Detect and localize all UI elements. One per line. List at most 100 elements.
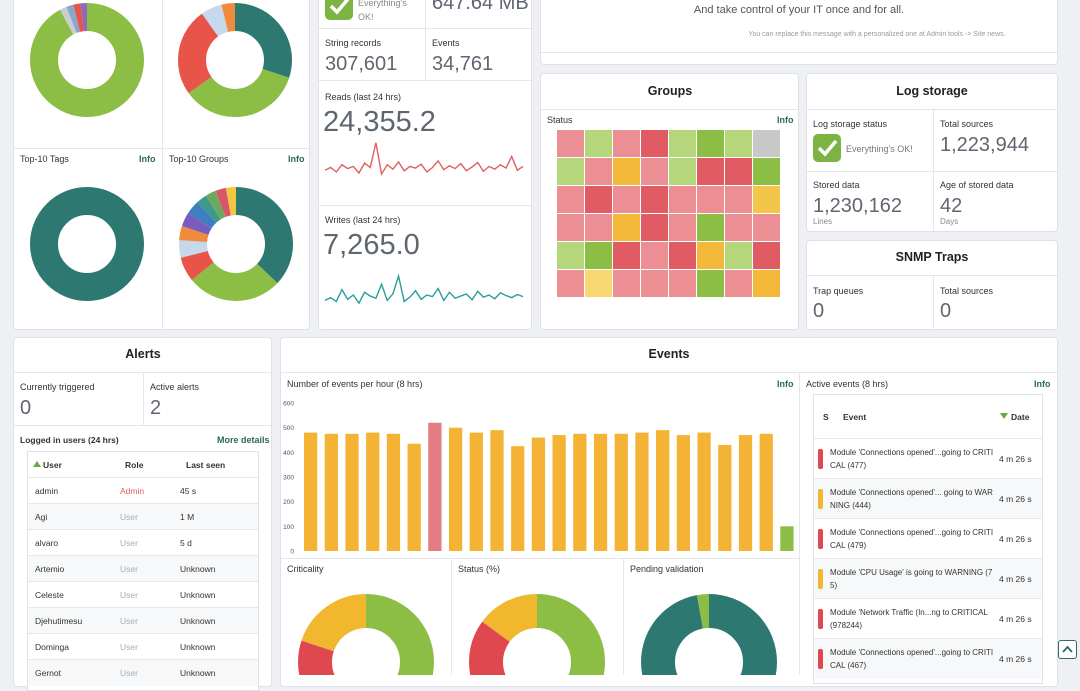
table-row: Module 'Network Traffic (In...ng to CRIT… xyxy=(814,598,1042,639)
user-role: Admin xyxy=(120,486,145,496)
users-table: User Role Last seen admin Admin 45 s Agi User 1 … xyxy=(27,451,259,691)
label: Events xyxy=(432,38,460,48)
table-row: Module 'Connections opened'...going to C… xyxy=(814,638,1042,679)
label: Pending validation xyxy=(630,564,704,574)
divider xyxy=(14,148,309,149)
table-row: Dominga User Unknown xyxy=(28,633,258,660)
severity xyxy=(818,529,823,549)
news-note: You can replace this message with a pers… xyxy=(748,31,1006,38)
user-name: Celeste xyxy=(35,590,64,600)
groups-panel xyxy=(540,73,799,330)
info-link[interactable]: Info xyxy=(288,154,305,164)
info-link[interactable]: Info xyxy=(1034,379,1051,389)
last-seen: 45 s xyxy=(180,486,197,496)
divider xyxy=(14,372,271,373)
user-name: Gernot xyxy=(35,668,61,678)
event-date: 4 m 26 s xyxy=(999,654,1032,664)
kpi-value: 0 xyxy=(940,300,952,322)
divider xyxy=(14,425,271,426)
column-header: S xyxy=(823,412,829,422)
user-role: User xyxy=(120,642,138,652)
user-name: Dominga xyxy=(35,642,70,652)
divider xyxy=(541,52,1057,53)
divider xyxy=(451,558,452,675)
divider xyxy=(933,275,934,329)
kpi-value: 1,230,162 xyxy=(813,195,902,217)
divider xyxy=(425,0,426,80)
label: Log storage status xyxy=(813,119,888,129)
table-row: admin Admin 45 s xyxy=(28,477,258,504)
panel-title: Log storage xyxy=(896,84,968,98)
label: String records xyxy=(325,38,382,48)
dashboard: Top-10 Tags Info Top-10 Groups Info Ever… xyxy=(13,0,1077,691)
divider xyxy=(933,109,934,231)
event-text: Module 'Network Traffic (In...ng to CRIT… xyxy=(830,608,988,630)
label: Total sources xyxy=(940,286,994,296)
label: Active alerts xyxy=(150,382,200,392)
log-storage-panel xyxy=(806,73,1058,232)
kpi-value: 42 xyxy=(940,195,963,217)
label: Logged in users (24 hrs) xyxy=(20,435,119,445)
kpi-value: 24,355.2 xyxy=(323,106,436,138)
label: Stored data xyxy=(813,180,860,190)
severity xyxy=(818,569,823,589)
user-role: User xyxy=(120,538,138,548)
label: Age of stored data xyxy=(940,180,1014,190)
severity xyxy=(818,649,823,669)
column-header: Date xyxy=(1011,412,1030,422)
arrow-icon xyxy=(1062,645,1073,653)
unit: Lines xyxy=(813,217,833,226)
label: Reads (last 24 hrs) xyxy=(325,92,402,102)
divider xyxy=(143,372,144,425)
event-date: 4 m 26 s xyxy=(999,454,1032,464)
news-panel xyxy=(540,0,1058,65)
label: Trap queues xyxy=(813,286,864,296)
check xyxy=(817,139,838,157)
event-date: 4 m 26 s xyxy=(999,574,1032,584)
event-date: 4 m 26 s xyxy=(999,494,1032,504)
table-row: Module 'Connections opened'...going to C… xyxy=(814,438,1042,479)
info-link[interactable]: Info xyxy=(777,115,794,125)
user-name: alvaro xyxy=(35,538,59,548)
kpi-value: 34,761 xyxy=(432,53,494,75)
info-link[interactable]: Info xyxy=(777,379,794,389)
user-role: User xyxy=(120,668,138,678)
divider xyxy=(807,171,1057,172)
label: Criticality xyxy=(287,564,324,574)
user-role: User xyxy=(120,512,138,522)
label: Status (%) xyxy=(458,564,501,574)
kpi-value: 2 xyxy=(150,397,162,419)
label: Top-10 Groups xyxy=(169,154,229,164)
ok-icon xyxy=(325,0,353,20)
last-seen: 5 d xyxy=(180,538,192,548)
sort-icon xyxy=(1000,413,1008,419)
table-row: Module 'Connections opened'...going to C… xyxy=(814,518,1042,559)
table-row: Agi User 1 M xyxy=(28,503,258,530)
table-row: Gernot User Unknown xyxy=(28,659,258,686)
table-row: Celeste User Unknown xyxy=(28,581,258,608)
kpi-value: 0 xyxy=(20,397,32,419)
column-header: Role xyxy=(125,460,144,470)
active-events-table: S Event Date Module 'Connections opened'...… xyxy=(813,394,1043,684)
user-name: Artemio xyxy=(35,564,65,574)
scroll-top-button[interactable] xyxy=(1058,640,1077,659)
user-name: admin xyxy=(35,486,59,496)
event-text: Module 'Connections opened'...going to C… xyxy=(830,648,994,670)
column-header: Event xyxy=(843,412,867,422)
storage-value: 647.64 MB xyxy=(432,0,529,14)
divider xyxy=(623,558,624,675)
info-link[interactable]: Info xyxy=(139,154,156,164)
event-text: Module 'Connections opened'... going to … xyxy=(830,488,993,510)
more-details-link[interactable]: More details xyxy=(217,435,270,445)
column-header: Last seen xyxy=(186,460,226,470)
label: Currently triggered xyxy=(20,382,95,392)
table-row: Module 'Connections opened'... going to … xyxy=(814,478,1042,519)
severity xyxy=(818,489,823,509)
event-text: Module 'Connections opened'...going to C… xyxy=(830,448,994,470)
last-seen: Unknown xyxy=(180,642,216,652)
label: Writes (last 24 hrs) xyxy=(325,215,401,225)
check xyxy=(329,0,350,15)
kpi-value: 7,265.0 xyxy=(323,229,420,261)
last-seen: Unknown xyxy=(180,564,216,574)
divider xyxy=(807,109,1057,110)
